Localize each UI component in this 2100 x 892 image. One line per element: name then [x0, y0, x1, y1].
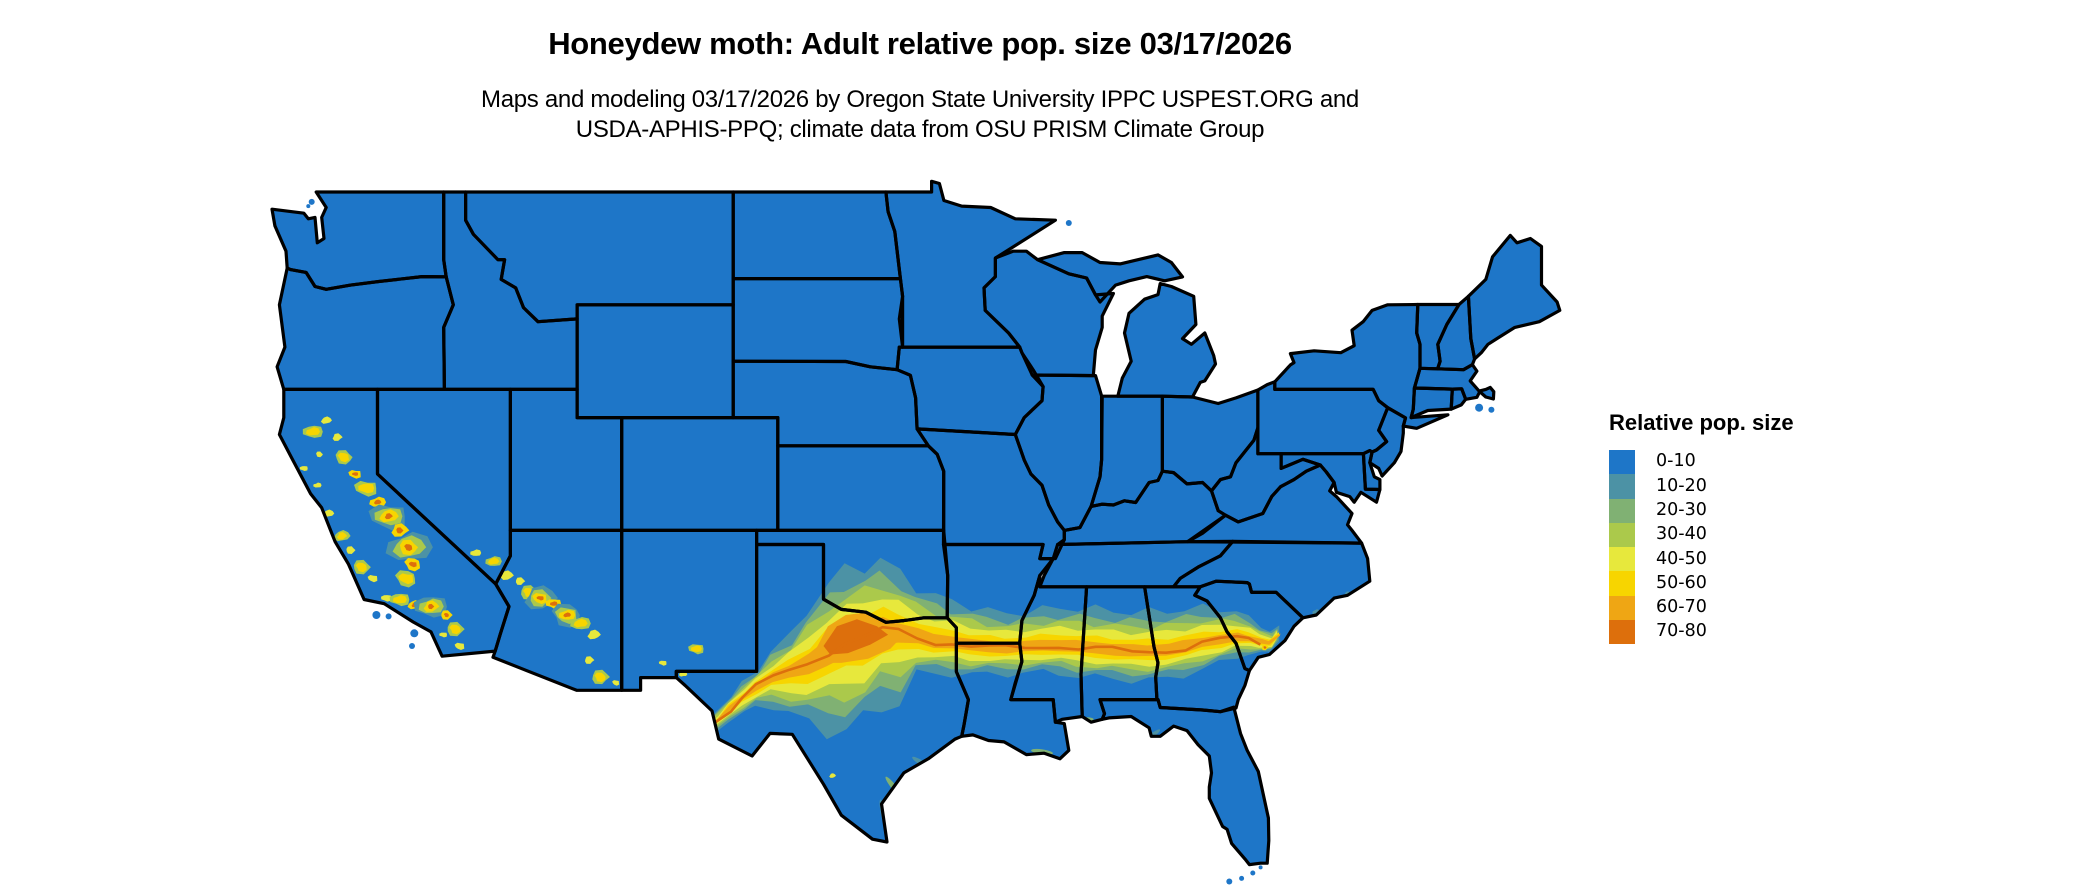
legend-swatch: [1609, 595, 1635, 621]
legend-item: 20-30: [1609, 498, 1794, 523]
legend-item-label: 0-10: [1656, 451, 1696, 472]
page-subtitle: Maps and modeling 03/17/2026 by Oregon S…: [0, 85, 1840, 145]
legend-item: 60-70: [1609, 595, 1794, 621]
legend-swatch: [1609, 474, 1635, 499]
legend-swatch: [1609, 547, 1635, 572]
legend-item: 0-10: [1609, 450, 1794, 475]
legend-title: Relative pop. size: [1609, 410, 1794, 435]
island-layer: [306, 198, 1495, 885]
legend-item: 30-40: [1609, 522, 1794, 548]
legend-item-label: 70-80: [1656, 621, 1707, 642]
legend: Relative pop. size 0-10 10-20 20-30 30-40 40…: [1609, 410, 1794, 645]
legend-item: 10-20: [1609, 474, 1794, 499]
legend-item-label: 50-60: [1656, 572, 1707, 593]
legend-swatch: [1609, 498, 1635, 523]
state-fill-layer: [272, 181, 1560, 865]
legend-item-label: 60-70: [1656, 597, 1707, 618]
heat-layer: [299, 416, 1352, 831]
legend-item: 70-80: [1609, 620, 1794, 645]
legend-items: 0-10 10-20 20-30 30-40 40-50 50-60 60-70 70-80: [1609, 450, 1794, 645]
legend-swatch: [1609, 522, 1635, 548]
legend-item-label: 40-50: [1656, 548, 1707, 569]
legend-swatch: [1609, 571, 1635, 596]
page-title: Honeydew moth: Adult relative pop. size …: [548, 26, 1292, 61]
legend-swatch: [1609, 450, 1635, 475]
legend-item-label: 30-40: [1656, 524, 1707, 545]
subtitle-line-1: Maps and modeling 03/17/2026 by Oregon S…: [481, 86, 1359, 113]
legend-item: 50-60: [1609, 571, 1794, 596]
subtitle-line-2: USDA-APHIS-PPQ; climate data from OSU PR…: [575, 116, 1265, 143]
state-border-layer: [270, 179, 1562, 867]
legend-swatch: [1609, 620, 1635, 645]
legend-item: 40-50: [1609, 547, 1794, 572]
legend-item-label: 20-30: [1656, 499, 1707, 520]
legend-item-label: 10-20: [1656, 475, 1707, 496]
